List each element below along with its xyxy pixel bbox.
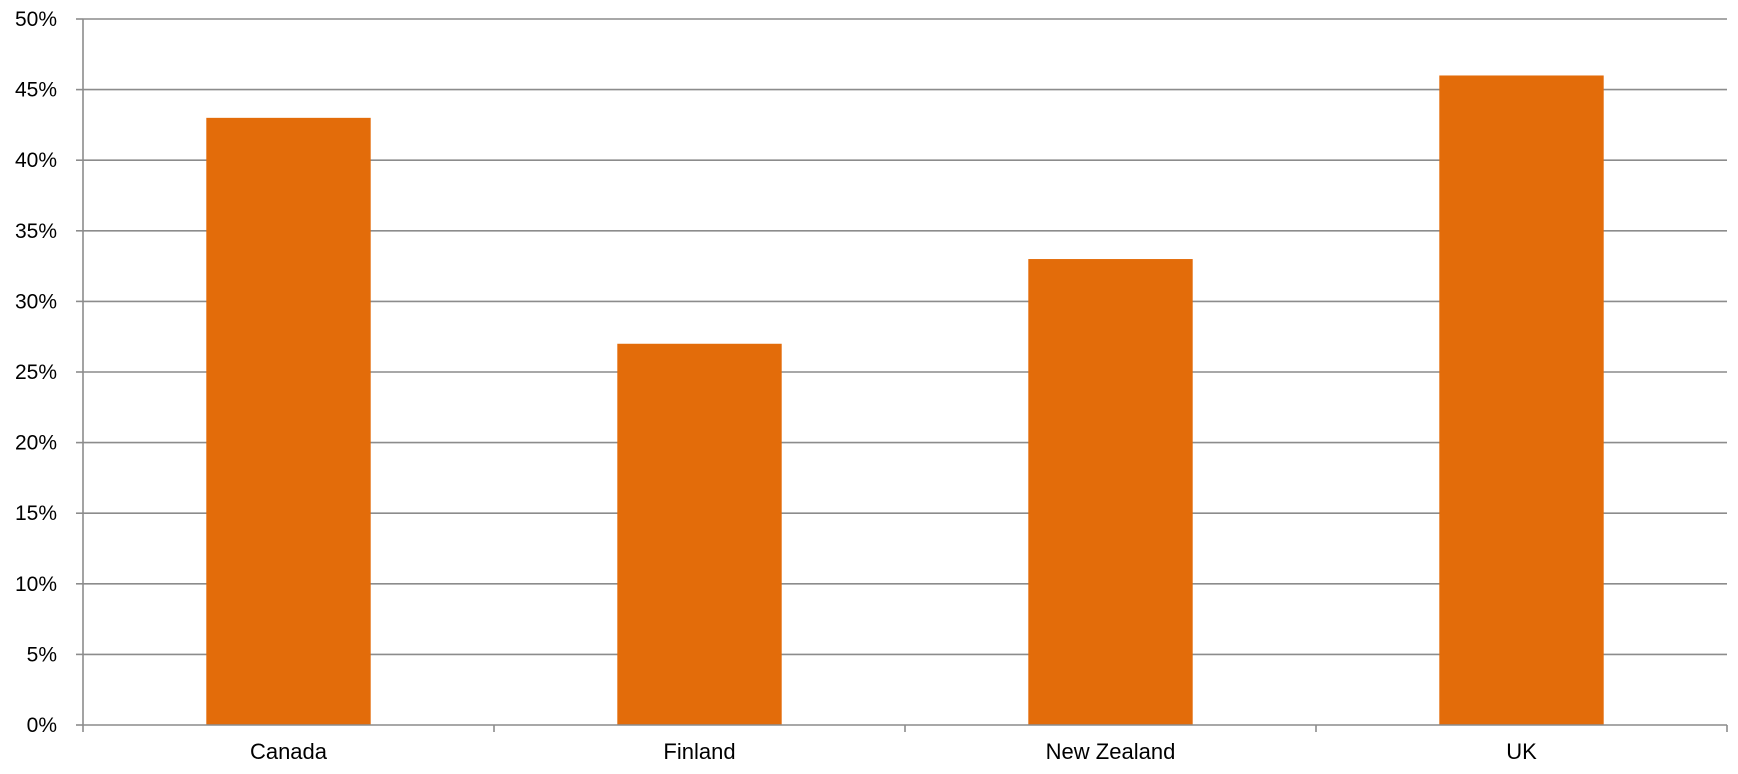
y-tick-label: 25% [15,361,57,384]
x-tick-label: New Zealand [1046,739,1176,764]
y-tick-label: 20% [15,432,57,455]
bar-finland [617,343,782,725]
x-tick-label: Finland [663,739,735,764]
x-tick-label: Canada [250,739,328,764]
bars [206,75,1604,726]
y-tick-label: 15% [15,502,57,525]
y-tick-label: 35% [15,220,57,243]
bar-uk [1439,75,1604,726]
axes [76,18,1728,732]
bar-new-zealand [1028,259,1193,725]
y-tick-label: 5% [27,643,57,666]
y-tick-labels: 0% 5% 10% 15% 20% 25% 30% 35% 40% 45% 50% [15,8,57,737]
x-tick-labels: Canada Finland New Zealand UK [250,739,1537,764]
y-tick-label: 50% [15,8,57,31]
y-tick-label: 40% [15,149,57,172]
bar-canada [206,117,371,726]
y-tick-label: 45% [15,79,57,102]
y-tick-label: 0% [27,714,57,737]
x-tick-label: UK [1506,739,1537,764]
y-tick-label: 10% [15,573,57,596]
y-tick-label: 30% [15,290,57,313]
